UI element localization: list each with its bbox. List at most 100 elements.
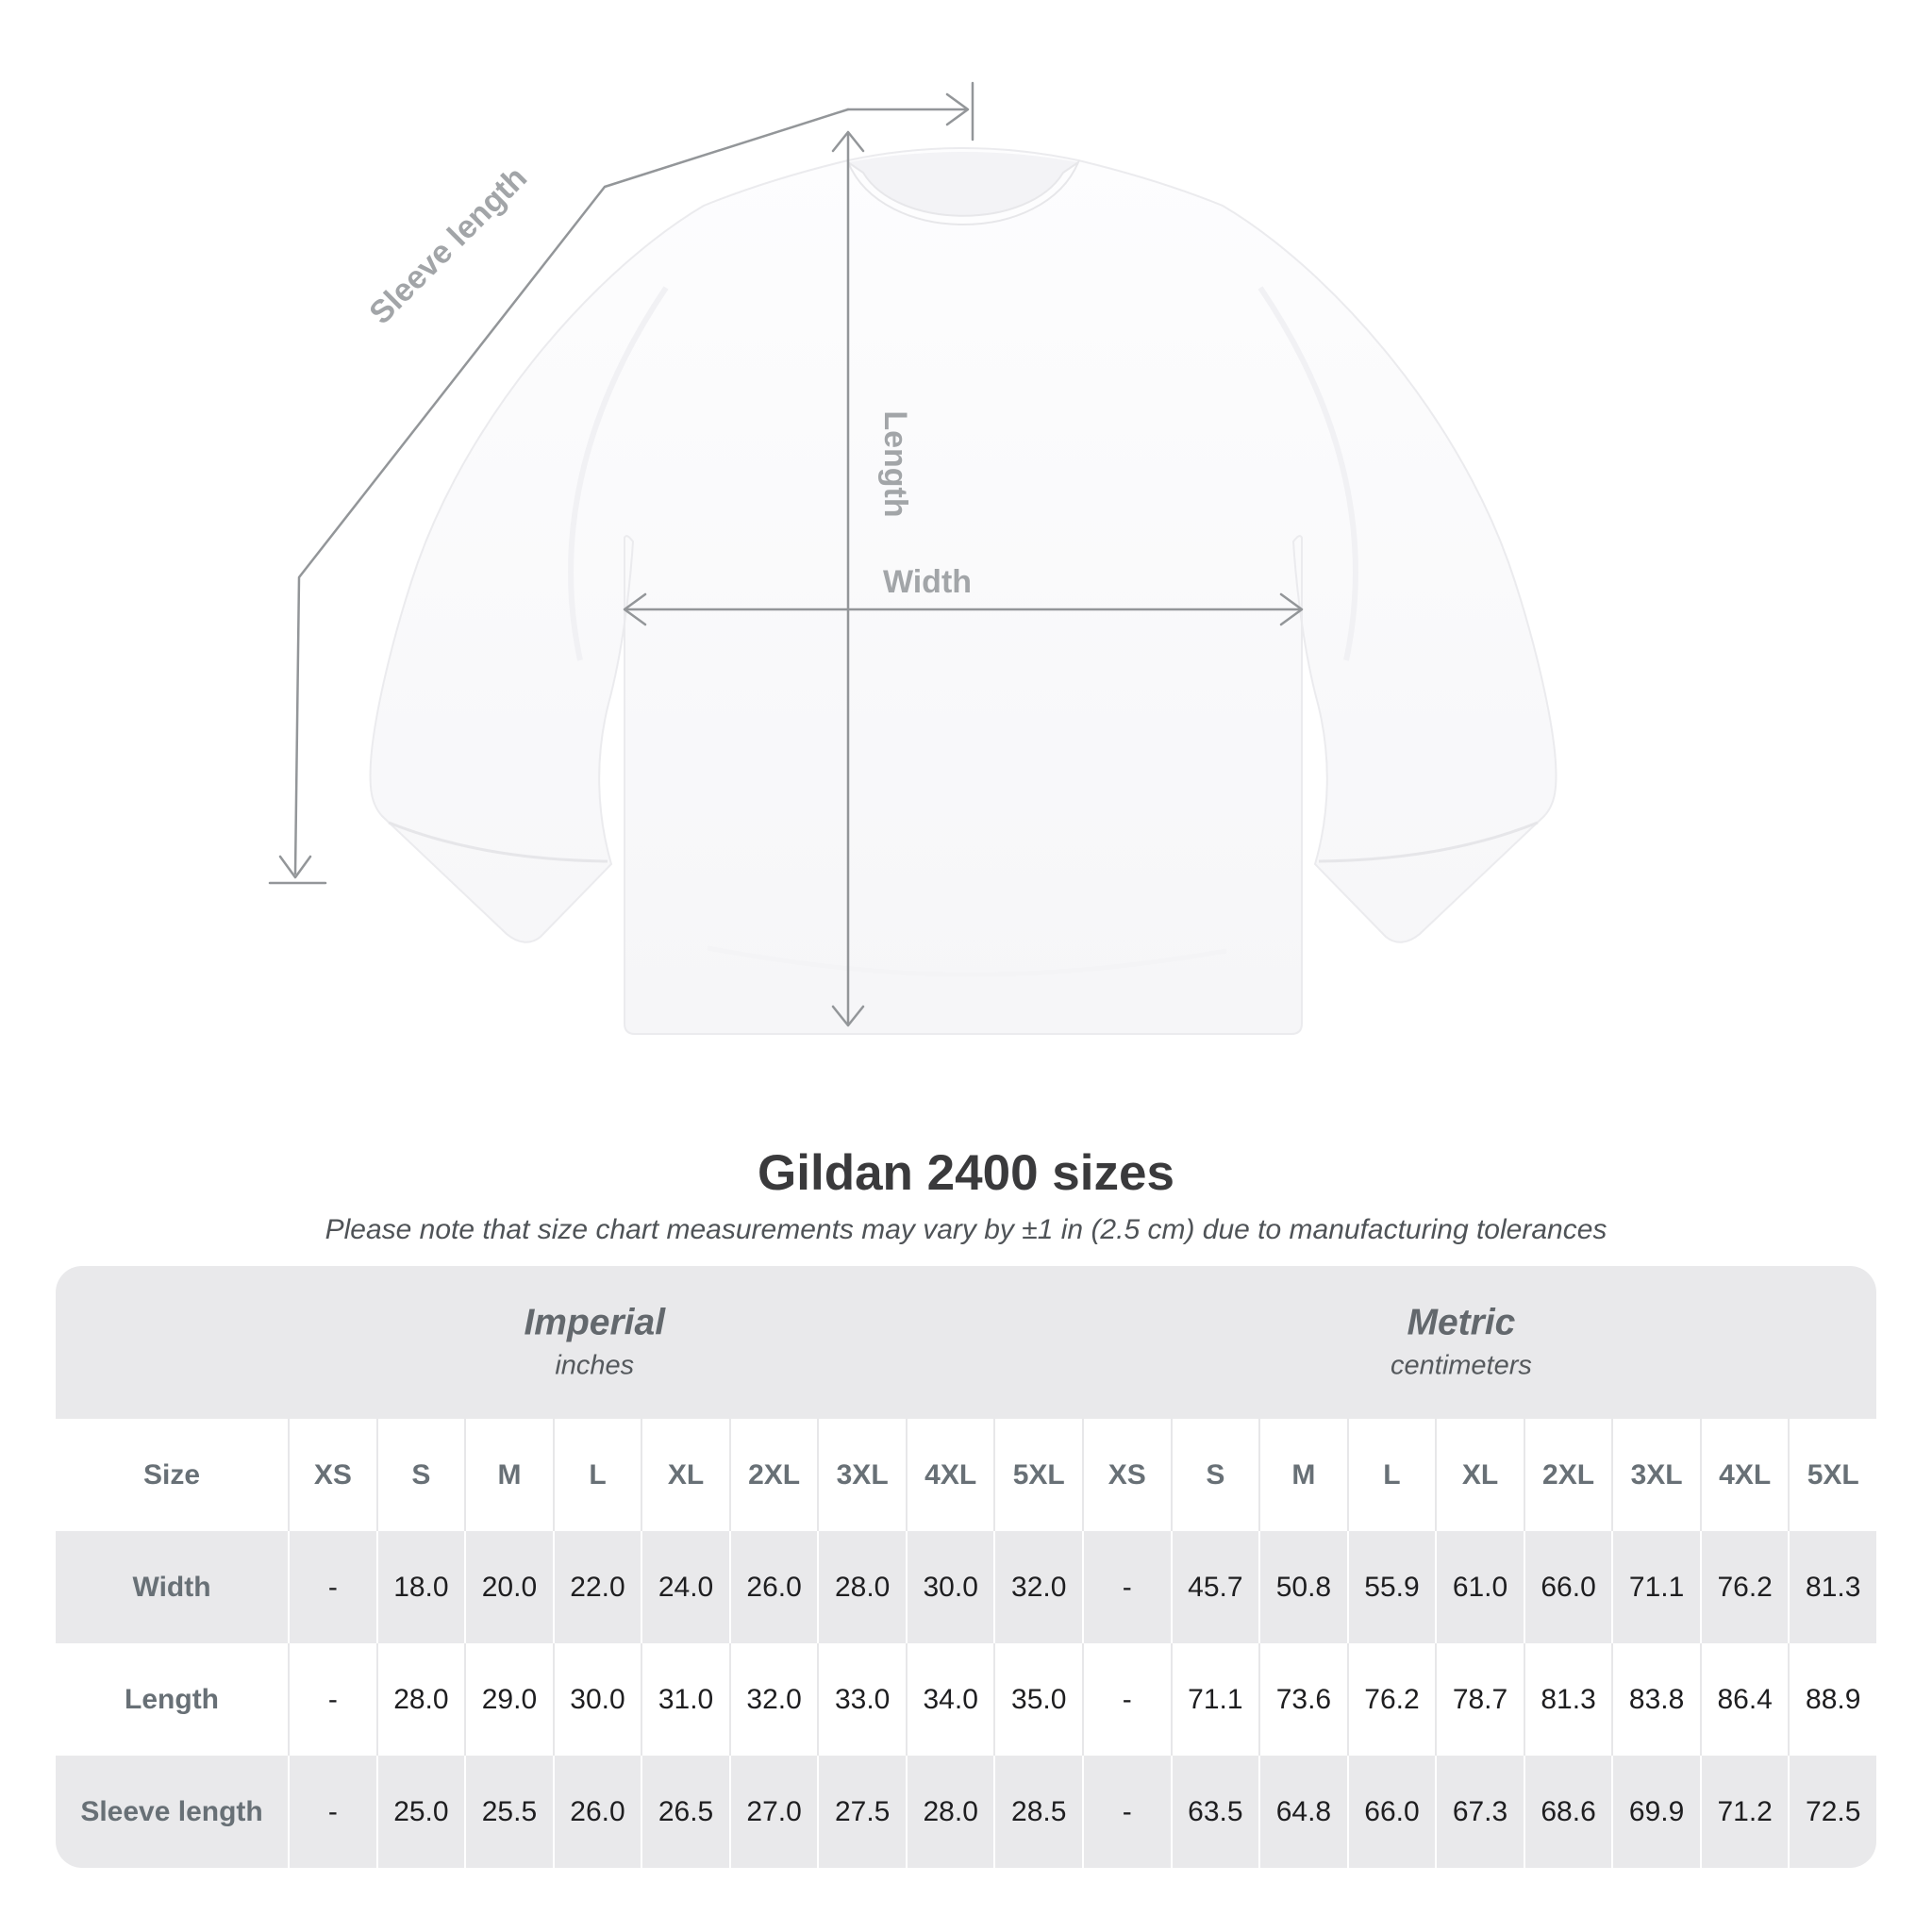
- size-col-header: 3XL: [1611, 1419, 1700, 1531]
- arrow-right-icon: [945, 92, 970, 126]
- value-cell: 66.0: [1346, 1756, 1436, 1868]
- size-col-header: XL: [641, 1419, 729, 1531]
- value-cell: 27.5: [817, 1756, 906, 1868]
- value-cell: -: [288, 1531, 376, 1643]
- arrow-down-icon: [278, 855, 312, 879]
- value-cell: 30.0: [552, 1643, 641, 1756]
- metric-unit: centimeters: [1391, 1350, 1532, 1381]
- row-label: Length: [125, 1683, 220, 1715]
- value-cell: 18.0: [375, 1531, 465, 1643]
- value-cell: 86.4: [1699, 1643, 1789, 1756]
- metric-header: Metric centimeters: [1391, 1302, 1532, 1382]
- sleeve-length-measure-line: [268, 81, 974, 885]
- value-cell: 64.8: [1258, 1756, 1347, 1868]
- width-row: Width - 18.0 20.0 22.0 24.0 26.0 28.0 30…: [56, 1531, 1876, 1643]
- imperial-unit: inches: [555, 1350, 635, 1381]
- value-cell: 32.0: [728, 1643, 818, 1756]
- size-col-header: 4XL: [1699, 1419, 1789, 1531]
- value-cell: 31.0: [641, 1643, 729, 1756]
- size-col-header: L: [552, 1419, 641, 1531]
- value-cell: -: [1082, 1531, 1171, 1643]
- size-col-header: M: [1258, 1419, 1347, 1531]
- sleeve-length-row: Sleeve length - 25.0 25.5 26.0 26.5 27.0…: [56, 1756, 1876, 1868]
- value-cell: 61.0: [1435, 1531, 1524, 1643]
- value-cell: 33.0: [817, 1643, 906, 1756]
- value-cell: 27.0: [728, 1756, 818, 1868]
- shirt-measurement-diagram: Sleeve length Length Width: [268, 81, 1557, 1035]
- value-cell: 71.1: [1611, 1531, 1700, 1643]
- size-col-header: S: [1170, 1419, 1259, 1531]
- size-col-header: M: [464, 1419, 553, 1531]
- length-label: Length: [877, 410, 913, 517]
- size-col-header: 2XL: [728, 1419, 818, 1531]
- value-cell: 55.9: [1346, 1531, 1436, 1643]
- row-label: Width: [132, 1571, 211, 1603]
- value-cell: 22.0: [552, 1531, 641, 1643]
- value-cell: 45.7: [1170, 1531, 1259, 1643]
- value-cell: 29.0: [464, 1643, 553, 1756]
- right-sleeve-crease: [1257, 286, 1358, 661]
- size-col-header: XL: [1435, 1419, 1524, 1531]
- value-cell: -: [288, 1643, 376, 1756]
- metric-title: Metric: [1407, 1302, 1516, 1343]
- size-col-header: 2XL: [1523, 1419, 1612, 1531]
- size-col-header: 5XL: [1788, 1419, 1876, 1531]
- value-cell: -: [1082, 1643, 1171, 1756]
- collar-band: [845, 159, 1081, 225]
- imperial-header: Imperial inches: [524, 1302, 666, 1382]
- arrow-right-icon: [1279, 592, 1304, 626]
- value-cell: 50.8: [1258, 1531, 1347, 1643]
- length-measure-line: [831, 130, 865, 1027]
- value-cell: -: [288, 1756, 376, 1868]
- value-cell: 76.2: [1699, 1531, 1789, 1643]
- size-col-header: 5XL: [993, 1419, 1082, 1531]
- value-cell: 25.0: [375, 1756, 465, 1868]
- arrow-left-icon: [623, 592, 647, 626]
- long-sleeve-shirt-illustration: [369, 147, 1557, 1035]
- size-col-header: XS: [288, 1419, 376, 1531]
- value-cell: 71.2: [1699, 1756, 1789, 1868]
- value-cell: 25.5: [464, 1756, 553, 1868]
- value-cell: 28.0: [905, 1756, 994, 1868]
- value-cell: 28.0: [817, 1531, 906, 1643]
- value-cell: 35.0: [993, 1643, 1082, 1756]
- shirt-body-outline: [369, 147, 1557, 1035]
- value-cell: 71.1: [1170, 1643, 1259, 1756]
- value-cell: 88.9: [1788, 1643, 1876, 1756]
- value-cell: 26.0: [728, 1531, 818, 1643]
- value-cell: 73.6: [1258, 1643, 1347, 1756]
- value-cell: 32.0: [993, 1531, 1082, 1643]
- size-col-header: L: [1346, 1419, 1436, 1531]
- value-cell: 78.7: [1435, 1643, 1524, 1756]
- width-label: Width: [883, 564, 972, 600]
- right-cuff-seam: [1318, 821, 1539, 863]
- size-col-header: S: [375, 1419, 465, 1531]
- length-row: Length - 28.0 29.0 30.0 31.0 32.0 33.0 3…: [56, 1643, 1876, 1756]
- row-label: Sleeve length: [80, 1795, 263, 1827]
- left-cuff-seam: [388, 821, 608, 863]
- sleeve-length-label: Sleeve length: [362, 159, 534, 331]
- size-header-row: Size XS S M L XL 2XL 3XL 4XL 5XL XS S M …: [56, 1419, 1876, 1531]
- arrow-up-icon: [831, 130, 865, 153]
- size-table: Imperial inches Metric centimeters Size …: [56, 1266, 1876, 1868]
- value-cell: 30.0: [905, 1531, 994, 1643]
- value-cell: 63.5: [1170, 1756, 1259, 1868]
- value-cell: 26.0: [552, 1756, 641, 1868]
- value-cell: 66.0: [1523, 1531, 1612, 1643]
- width-measure-line: [623, 592, 1304, 626]
- value-cell: 28.0: [375, 1643, 465, 1756]
- value-cell: 28.5: [993, 1756, 1082, 1868]
- value-cell: 69.9: [1611, 1756, 1700, 1868]
- left-sleeve-crease: [568, 286, 669, 661]
- value-cell: 81.3: [1788, 1531, 1876, 1643]
- value-cell: -: [1082, 1756, 1171, 1868]
- value-cell: 24.0: [641, 1531, 729, 1643]
- value-cell: 67.3: [1435, 1756, 1524, 1868]
- unit-system-header: Imperial inches Metric centimeters: [56, 1266, 1876, 1419]
- arrow-down-icon: [831, 1005, 865, 1027]
- value-cell: 83.8: [1611, 1643, 1700, 1756]
- value-cell: 81.3: [1523, 1643, 1612, 1756]
- size-col-header: 4XL: [905, 1419, 994, 1531]
- page-title: Gildan 2400 sizes: [758, 1145, 1174, 1201]
- imperial-title: Imperial: [524, 1302, 666, 1343]
